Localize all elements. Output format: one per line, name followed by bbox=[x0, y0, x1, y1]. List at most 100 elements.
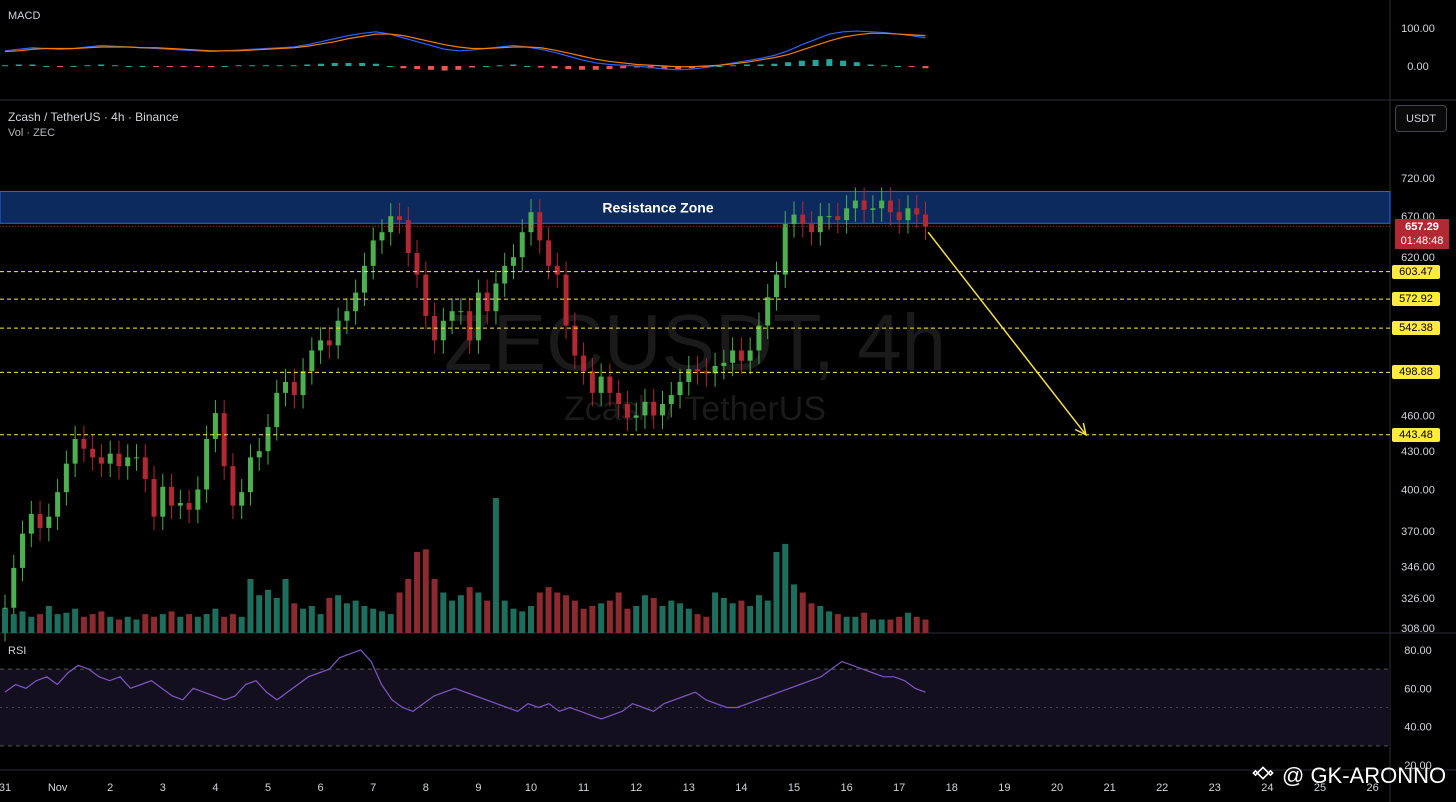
macd-histogram-bar bbox=[771, 63, 778, 66]
macd-histogram-bar bbox=[496, 65, 503, 67]
macd-histogram-bar bbox=[125, 66, 132, 67]
price-tick-label: 400.00 bbox=[1401, 484, 1435, 496]
candle-body bbox=[46, 516, 52, 528]
price-tick-label: 720.00 bbox=[1401, 173, 1435, 185]
candle bbox=[905, 195, 911, 234]
macd-histogram-bar bbox=[263, 65, 270, 67]
volume-bar bbox=[10, 614, 17, 633]
macd-signal-line bbox=[4, 32, 926, 68]
candle bbox=[291, 368, 297, 409]
candle bbox=[247, 444, 253, 506]
macd-histogram-bar bbox=[111, 65, 118, 67]
volume-bar bbox=[28, 616, 35, 633]
candle bbox=[563, 261, 569, 339]
time-tick-label: Nov bbox=[48, 782, 68, 794]
volume-bar bbox=[396, 592, 403, 633]
macd-histogram-bar bbox=[29, 64, 36, 66]
candle bbox=[107, 440, 113, 478]
macd-tick-label: 100.00 bbox=[1401, 23, 1435, 35]
candle bbox=[773, 261, 779, 311]
macd-pane-title: MACD bbox=[8, 10, 41, 22]
volume-bar bbox=[378, 611, 385, 633]
candle bbox=[151, 465, 157, 531]
volume-bar bbox=[466, 587, 473, 633]
candle bbox=[405, 207, 411, 267]
time-tick-label: 4 bbox=[212, 782, 218, 794]
volume-bar bbox=[186, 614, 193, 633]
volume-bar bbox=[431, 579, 438, 633]
candle bbox=[668, 381, 674, 418]
candle bbox=[616, 379, 622, 418]
price-tick-label: 346.00 bbox=[1401, 561, 1435, 573]
candle-body bbox=[388, 216, 394, 233]
level-price-tag: 542.38 bbox=[1392, 321, 1440, 336]
volume-bar bbox=[922, 619, 929, 633]
candle-body bbox=[870, 208, 876, 210]
candle-body bbox=[660, 404, 665, 416]
time-tick-label: 13 bbox=[683, 782, 695, 794]
candle-body bbox=[160, 486, 166, 517]
candle-body bbox=[642, 401, 648, 416]
volume-bar bbox=[773, 552, 780, 633]
volume-bar bbox=[554, 592, 561, 633]
macd-histogram-bar bbox=[84, 65, 91, 67]
candle-body bbox=[98, 457, 104, 464]
candle-body bbox=[554, 265, 560, 275]
candle bbox=[353, 279, 359, 325]
macd-histogram-bar bbox=[743, 64, 750, 66]
volume-bar bbox=[808, 603, 815, 633]
candle-body bbox=[826, 216, 832, 218]
volume-bar bbox=[817, 606, 824, 633]
candle-body bbox=[572, 325, 578, 356]
candle-body bbox=[677, 381, 683, 396]
volume-bar bbox=[449, 600, 456, 633]
candle bbox=[572, 312, 578, 369]
candle-body bbox=[20, 533, 26, 568]
candle-body bbox=[581, 355, 587, 372]
macd-histogram-bar bbox=[372, 63, 379, 66]
macd-histogram-bar bbox=[702, 66, 709, 68]
candle bbox=[598, 363, 604, 407]
candle-body bbox=[923, 214, 928, 227]
volume-bar bbox=[326, 597, 333, 633]
candle bbox=[274, 379, 280, 441]
candle bbox=[923, 201, 928, 240]
volume-bar bbox=[685, 608, 692, 633]
volume-bar bbox=[361, 606, 368, 633]
candle bbox=[230, 453, 236, 520]
volume-bar bbox=[37, 614, 44, 633]
candle bbox=[11, 554, 17, 622]
macd-histogram-bar bbox=[153, 66, 160, 67]
volume-bar bbox=[80, 616, 87, 633]
macd-histogram-bar bbox=[716, 66, 723, 67]
candle bbox=[397, 203, 402, 234]
candle bbox=[169, 473, 175, 520]
candle-body bbox=[361, 265, 367, 293]
volume-bar bbox=[869, 619, 876, 633]
volume-bar bbox=[791, 584, 797, 633]
volume-bar bbox=[738, 600, 745, 633]
price-tick-label: 460.00 bbox=[1401, 410, 1435, 422]
macd-histogram-bar bbox=[537, 66, 544, 68]
time-tick-label: 21 bbox=[1103, 782, 1115, 794]
candle-body bbox=[283, 381, 289, 393]
time-tick-label: 22 bbox=[1156, 782, 1168, 794]
candle bbox=[642, 388, 648, 429]
volume-bar bbox=[194, 616, 201, 633]
candle bbox=[800, 201, 806, 238]
resistance-zone-label: Resistance Zone bbox=[602, 199, 713, 215]
candle bbox=[204, 425, 210, 503]
volume-bar bbox=[528, 606, 534, 633]
volume-bar bbox=[133, 619, 140, 633]
candle-body bbox=[651, 401, 657, 416]
candle bbox=[195, 476, 201, 524]
candle bbox=[835, 203, 841, 234]
candle-body bbox=[589, 371, 595, 393]
time-tick-label: 3 bbox=[160, 782, 166, 794]
candle-body bbox=[318, 340, 324, 351]
candle bbox=[791, 201, 797, 238]
candle bbox=[177, 489, 183, 520]
candle-body bbox=[624, 404, 630, 418]
currency-button[interactable]: USDT bbox=[1395, 105, 1447, 132]
